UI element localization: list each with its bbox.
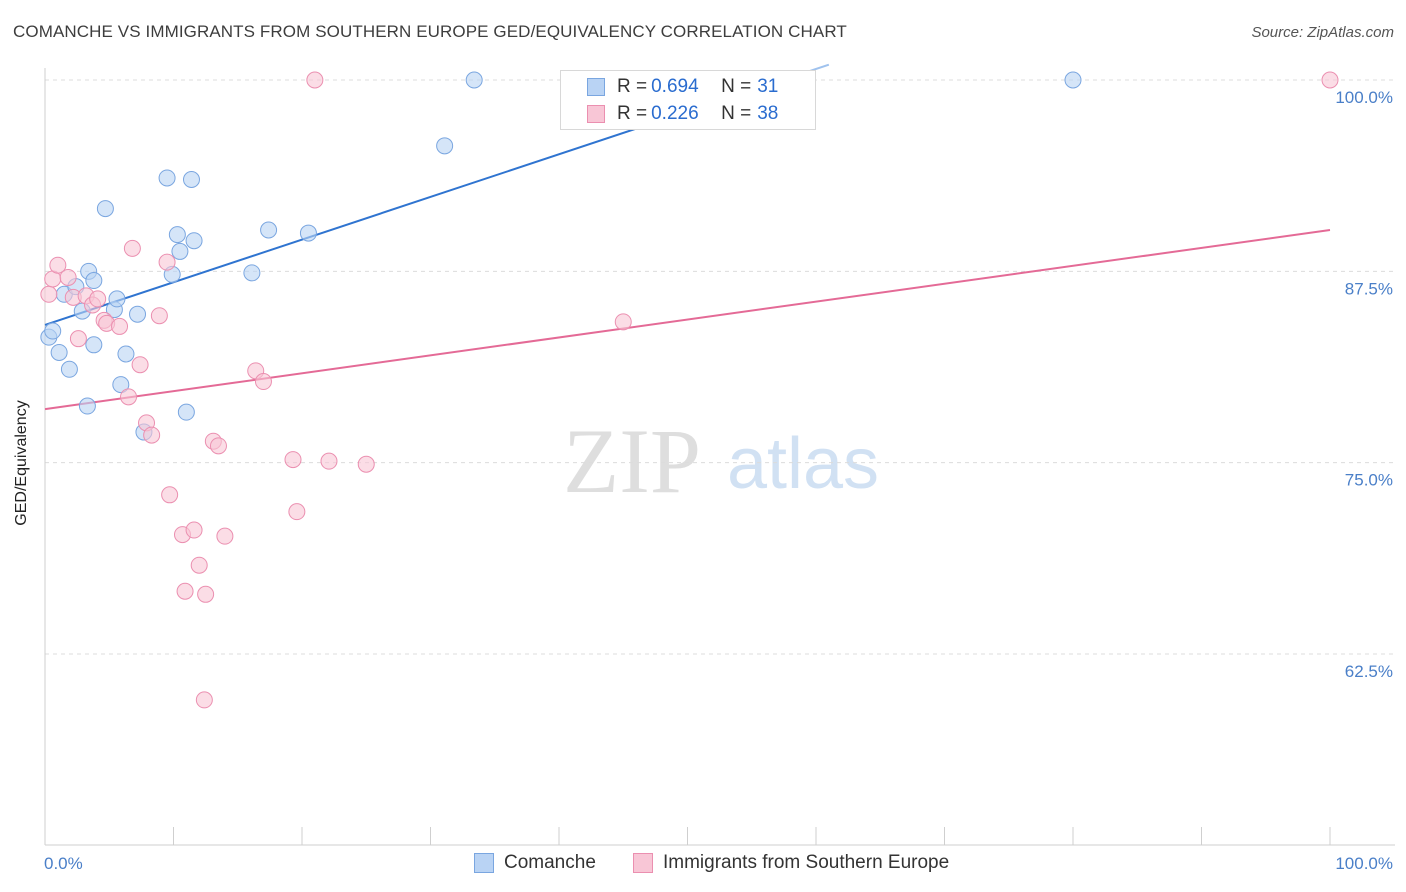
legend-swatch-immigrants bbox=[633, 853, 653, 873]
immigrants-point bbox=[150, 307, 168, 325]
comanche-point bbox=[85, 336, 103, 354]
immigrants-trend-line bbox=[44, 229, 1331, 411]
tick-labels: 62.5% 75.0% 87.5% 100.0% 0.0% 100.0% bbox=[44, 88, 1393, 873]
comanche-point bbox=[182, 170, 200, 188]
legend-n-value: 31 bbox=[757, 76, 779, 97]
immigrants-point bbox=[59, 268, 77, 286]
legend-r-label: R = bbox=[617, 103, 648, 124]
legend-n-label: N = bbox=[721, 103, 752, 124]
comanche-point bbox=[129, 305, 147, 323]
comanche-point bbox=[260, 221, 278, 239]
comanche-point bbox=[85, 272, 103, 290]
comanche-point bbox=[158, 169, 176, 187]
comanche-point bbox=[177, 403, 195, 421]
grid bbox=[45, 79, 1395, 655]
x-tick-label: 100.0% bbox=[1335, 854, 1393, 873]
legend-swatch-blue bbox=[587, 78, 605, 96]
immigrants-point bbox=[120, 388, 138, 406]
chart-title: COMANCHE VS IMMIGRANTS FROM SOUTHERN EUR… bbox=[13, 22, 847, 41]
x-tick-label: 0.0% bbox=[44, 854, 83, 873]
axes bbox=[44, 68, 1395, 846]
immigrants-point bbox=[158, 253, 176, 271]
immigrants-point bbox=[614, 313, 632, 331]
comanche-point bbox=[78, 397, 96, 415]
immigrants-point bbox=[143, 426, 161, 444]
legend-r-value: 0.226 bbox=[651, 103, 699, 124]
y-tick-label: 100.0% bbox=[1335, 88, 1393, 107]
comanche-point bbox=[60, 360, 78, 378]
immigrants-point bbox=[1321, 71, 1339, 89]
immigrants-point bbox=[284, 451, 302, 469]
comanche-point bbox=[96, 200, 114, 218]
immigrants-point bbox=[254, 373, 272, 391]
immigrants-point bbox=[320, 452, 338, 470]
immigrants-point bbox=[89, 290, 107, 308]
comanche-point bbox=[243, 264, 261, 282]
legend-label-comanche: Comanche bbox=[504, 852, 596, 873]
legend-label-immigrants: Immigrants from Southern Europe bbox=[663, 852, 950, 873]
legend-row-comanche: R = 0.694 N = 31 bbox=[587, 75, 778, 99]
comanche-point bbox=[50, 343, 68, 361]
watermark-zip: ZIP bbox=[563, 410, 701, 512]
immigrants-point bbox=[161, 486, 179, 504]
comanche-point bbox=[112, 376, 130, 394]
immigrants-point bbox=[111, 317, 129, 335]
legend-swatch-comanche bbox=[474, 853, 494, 873]
immigrants-point bbox=[357, 455, 375, 473]
series-legend: Comanche Immigrants from Southern Europe bbox=[0, 852, 1406, 878]
y-tick-label: 62.5% bbox=[1345, 662, 1393, 681]
comanche-point bbox=[168, 226, 186, 244]
legend-swatch-pink bbox=[587, 105, 605, 123]
immigrants-point bbox=[216, 527, 234, 545]
legend-n-label: N = bbox=[721, 76, 752, 97]
y-tick-label: 75.0% bbox=[1345, 471, 1393, 490]
immigrants-point bbox=[306, 71, 324, 89]
comanche-point bbox=[44, 322, 62, 340]
comanche-point bbox=[117, 345, 135, 363]
immigrants-point bbox=[195, 691, 213, 709]
comanche-point bbox=[1064, 71, 1082, 89]
legend-item-immigrants[interactable]: Immigrants from Southern Europe bbox=[633, 852, 949, 874]
y-tick-label: 87.5% bbox=[1345, 279, 1393, 298]
source-label[interactable]: Source: ZipAtlas.com bbox=[1251, 24, 1394, 41]
comanche-point bbox=[299, 224, 317, 242]
immigrants-point bbox=[190, 556, 208, 574]
legend-r-label: R = bbox=[617, 76, 648, 97]
immigrants-point bbox=[131, 356, 149, 374]
watermark: ZIP atlas bbox=[563, 410, 879, 512]
watermark-atlas: atlas bbox=[727, 424, 879, 504]
immigrants-point bbox=[185, 521, 203, 539]
data-points bbox=[40, 71, 1339, 709]
legend-item-comanche[interactable]: Comanche bbox=[474, 852, 596, 874]
legend-row-immigrants: R = 0.226 N = 38 bbox=[587, 102, 778, 126]
immigrants-point bbox=[49, 256, 67, 274]
comanche-point bbox=[108, 290, 126, 308]
immigrants-point bbox=[176, 582, 194, 600]
legend-r-value: 0.694 bbox=[651, 76, 699, 97]
comanche-point bbox=[436, 137, 454, 155]
comanche-point bbox=[465, 71, 483, 89]
legend-n-value: 38 bbox=[757, 103, 779, 124]
immigrants-point bbox=[123, 239, 141, 257]
immigrants-point bbox=[288, 503, 306, 521]
immigrants-point bbox=[40, 285, 58, 303]
immigrants-point bbox=[209, 437, 227, 455]
immigrants-point bbox=[197, 585, 215, 603]
comanche-point bbox=[171, 242, 189, 260]
correlation-legend: R = 0.694 N = 31 R = 0.226 N = 38 bbox=[560, 70, 816, 130]
immigrants-point bbox=[69, 330, 87, 348]
comanche-point bbox=[185, 232, 203, 250]
